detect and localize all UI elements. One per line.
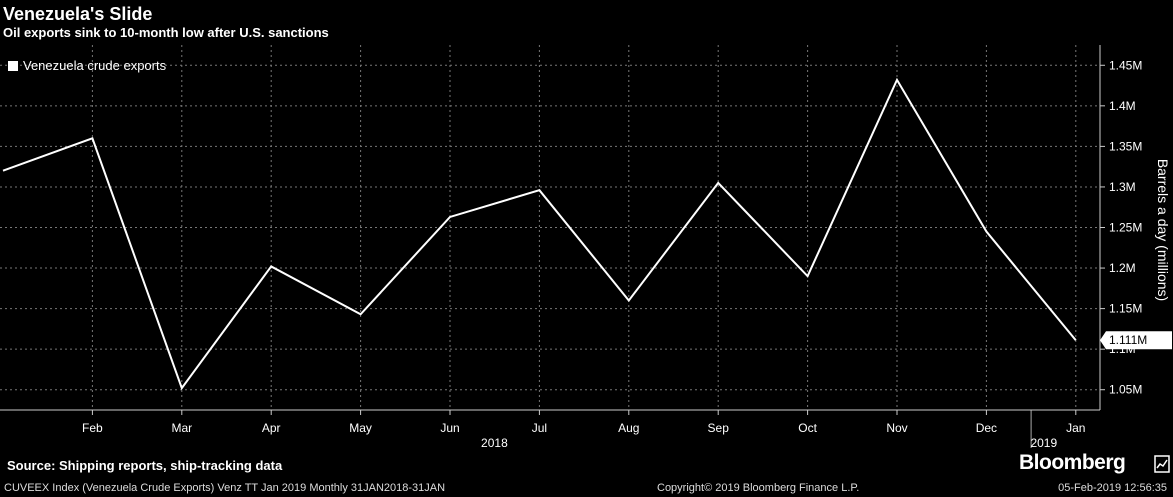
x-tick-label: Aug xyxy=(618,421,639,435)
y-axis-label: Barrels a day (millions) xyxy=(1155,159,1171,301)
last-value-label: 1.111M xyxy=(1109,333,1147,347)
y-tick-label: 1.45M xyxy=(1109,58,1142,72)
source-note: Source: Shipping reports, ship-tracking … xyxy=(7,458,283,473)
axes xyxy=(0,45,1105,448)
last-value-tag xyxy=(1100,331,1172,350)
x-tick-label: Mar xyxy=(171,421,192,435)
x-tick-label: Jul xyxy=(532,421,547,435)
year-label: 2018 xyxy=(481,436,508,450)
y-tick-label: 1.05M xyxy=(1109,383,1142,397)
x-tick-label: Jun xyxy=(440,421,459,435)
x-tick-label: Oct xyxy=(798,421,817,435)
x-tick-label: Jan xyxy=(1066,421,1085,435)
y-tick-label: 1.35M xyxy=(1109,139,1142,153)
y-tick-label: 1.4M xyxy=(1109,99,1136,113)
copyright: Copyright© 2019 Bloomberg Finance L.P. xyxy=(657,482,860,494)
legend-label: Venezuela crude exports xyxy=(23,58,167,73)
x-tick-label: Apr xyxy=(262,421,281,435)
x-tick-label: Nov xyxy=(886,421,907,435)
y-tick-label: 1.25M xyxy=(1109,221,1142,235)
x-tick-label: Dec xyxy=(976,421,997,435)
tick-labels: 1.05M 1.1M 1.15M 1.2M 1.25M 1.3M 1.35M 1.4M 1.45… xyxy=(82,58,1171,450)
x-tick-label: Feb xyxy=(82,421,103,435)
grid-lines xyxy=(0,45,1100,410)
legend-swatch xyxy=(8,60,18,71)
legend: Venezuela crude exports xyxy=(8,58,166,73)
series-layer: 1.111M xyxy=(2,77,1172,391)
bloomberg-logo-icon xyxy=(1154,455,1170,473)
y-tick-label: 1.2M xyxy=(1109,261,1136,275)
chart-subtitle: Oil exports sink to 10-month low after U… xyxy=(3,25,329,40)
x-tick-label: May xyxy=(349,421,372,435)
x-tick-label: Sep xyxy=(708,421,730,435)
chart-title: Venezuela's Slide xyxy=(3,4,153,24)
year-label: 2019 xyxy=(1030,436,1057,450)
timestamp: 05-Feb-2019 12:56:35 xyxy=(1058,482,1167,494)
index-description: CUVEEX Index (Venezuela Crude Exports) V… xyxy=(4,482,446,494)
y-tick-label: 1.15M xyxy=(1109,302,1142,316)
bloomberg-logo: Bloomberg xyxy=(1019,451,1126,474)
y-tick-label: 1.3M xyxy=(1109,180,1136,194)
y-tick-label: 1.1M xyxy=(1109,342,1136,356)
